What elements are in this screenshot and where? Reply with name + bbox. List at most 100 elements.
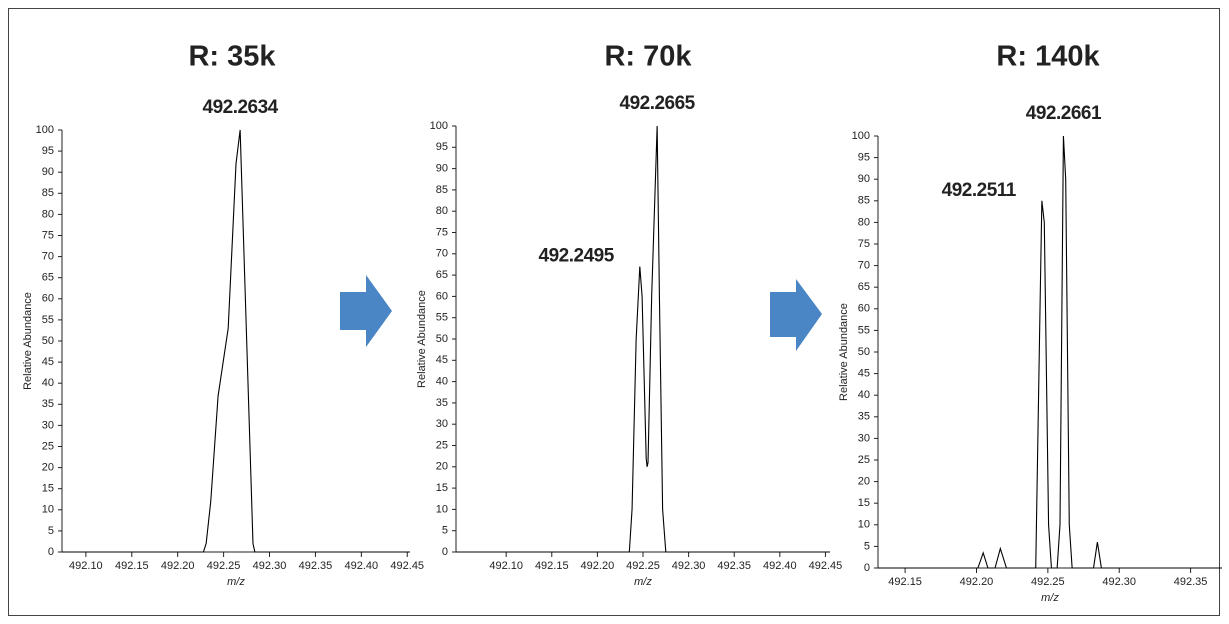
y-tick-label: 10 <box>42 504 54 516</box>
peak-label: 492.2634 <box>203 97 279 118</box>
y-tick-label: 75 <box>42 229 54 241</box>
y-tick-label: 75 <box>858 238 870 250</box>
y-tick-label: 85 <box>436 184 448 196</box>
peak-label: 492.2495 <box>539 246 615 267</box>
x-tick-label: 492.20 <box>960 576 994 588</box>
y-axis-label: Relative Abundance <box>416 290 428 388</box>
y-tick-label: 65 <box>42 272 54 284</box>
y-tick-label: 60 <box>42 293 54 305</box>
x-axis-label: m/z <box>634 576 652 588</box>
y-tick-label: 10 <box>858 519 870 531</box>
y-tick-label: 100 <box>36 124 54 136</box>
x-tick-label: 492.35 <box>299 560 333 572</box>
y-tick-label: 85 <box>858 195 870 207</box>
x-tick-label: 492.25 <box>626 560 660 572</box>
y-tick-label: 95 <box>858 152 870 164</box>
x-tick-label: 492.10 <box>69 560 103 572</box>
y-tick-label: 90 <box>42 166 54 178</box>
peak-label: 492.2661 <box>1026 103 1102 124</box>
y-tick-label: 0 <box>864 562 870 574</box>
y-tick-label: 85 <box>42 187 54 199</box>
frame <box>8 8 1220 616</box>
y-tick-label: 20 <box>436 461 448 473</box>
y-tick-label: 70 <box>436 248 448 260</box>
y-tick-label: 90 <box>436 163 448 175</box>
chart-title: R: 70k <box>604 41 692 73</box>
y-tick-label: 0 <box>48 546 54 558</box>
y-tick-label: 0 <box>442 546 448 558</box>
x-axis-label: m/z <box>1041 592 1059 604</box>
y-tick-label: 45 <box>858 368 870 380</box>
x-tick-label: 492.20 <box>161 560 195 572</box>
spectrum-line <box>456 125 830 553</box>
y-tick-label: 5 <box>864 540 870 552</box>
y-tick-label: 15 <box>42 483 54 495</box>
y-tick-label: 90 <box>858 173 870 185</box>
spectrum-line <box>62 129 410 553</box>
y-tick-label: 55 <box>858 324 870 336</box>
y-tick-label: 80 <box>858 216 870 228</box>
y-tick-label: 80 <box>42 208 54 220</box>
y-tick-label: 30 <box>42 419 54 431</box>
y-tick-label: 95 <box>42 145 54 157</box>
y-tick-label: 45 <box>42 356 54 368</box>
y-tick-label: 5 <box>442 525 448 537</box>
y-tick-label: 75 <box>436 226 448 238</box>
y-tick-label: 60 <box>436 290 448 302</box>
x-axis-label: m/z <box>227 576 245 588</box>
x-tick-label: 492.40 <box>763 560 797 572</box>
chart-title: R: 140k <box>996 41 1100 73</box>
x-tick-label: 492.30 <box>1102 576 1136 588</box>
x-tick-label: 492.15 <box>888 576 922 588</box>
x-tick-label: 492.30 <box>672 560 706 572</box>
x-tick-label: 492.30 <box>253 560 287 572</box>
chart-title: R: 35k <box>188 41 276 73</box>
y-tick-label: 70 <box>42 251 54 263</box>
y-tick-label: 80 <box>436 205 448 217</box>
y-tick-label: 30 <box>858 432 870 444</box>
x-tick-label: 492.10 <box>489 560 523 572</box>
x-tick-label: 492.15 <box>115 560 149 572</box>
x-tick-label: 492.35 <box>1174 576 1208 588</box>
x-tick-label: 492.40 <box>345 560 379 572</box>
y-tick-label: 70 <box>858 260 870 272</box>
y-tick-label: 25 <box>42 440 54 452</box>
y-axis-label: Relative Abundance <box>22 292 34 390</box>
y-tick-label: 35 <box>858 411 870 423</box>
peak-label: 492.2511 <box>942 180 1017 201</box>
arrow <box>770 279 822 351</box>
y-tick-label: 95 <box>436 141 448 153</box>
y-tick-label: 15 <box>436 482 448 494</box>
y-tick-label: 65 <box>858 281 870 293</box>
y-tick-label: 50 <box>858 346 870 358</box>
y-tick-label: 35 <box>436 397 448 409</box>
x-tick-label: 492.45 <box>809 560 843 572</box>
x-tick-label: 492.25 <box>1031 576 1065 588</box>
y-tick-label: 40 <box>858 389 870 401</box>
y-tick-label: 35 <box>42 398 54 410</box>
y-tick-label: 65 <box>436 269 448 281</box>
x-tick-label: 492.35 <box>717 560 751 572</box>
y-tick-label: 100 <box>852 130 870 142</box>
y-tick-label: 55 <box>436 312 448 324</box>
y-tick-label: 25 <box>436 439 448 451</box>
y-tick-label: 20 <box>858 476 870 488</box>
y-axis-label: Relative Abundance <box>838 303 850 401</box>
y-tick-label: 15 <box>858 497 870 509</box>
x-tick-label: 492.25 <box>207 560 241 572</box>
y-tick-label: 5 <box>48 525 54 537</box>
y-tick-label: 25 <box>858 454 870 466</box>
y-tick-label: 50 <box>436 333 448 345</box>
y-tick-label: 30 <box>436 418 448 430</box>
y-tick-label: 60 <box>858 303 870 315</box>
y-tick-label: 10 <box>436 503 448 515</box>
y-tick-label: 100 <box>430 120 448 132</box>
peak-label: 492.2665 <box>620 93 696 114</box>
y-tick-label: 50 <box>42 335 54 347</box>
y-tick-label: 40 <box>436 376 448 388</box>
spectrum-line <box>878 135 1222 569</box>
y-tick-label: 45 <box>436 354 448 366</box>
x-tick-label: 492.45 <box>390 560 424 572</box>
y-tick-label: 20 <box>42 462 54 474</box>
